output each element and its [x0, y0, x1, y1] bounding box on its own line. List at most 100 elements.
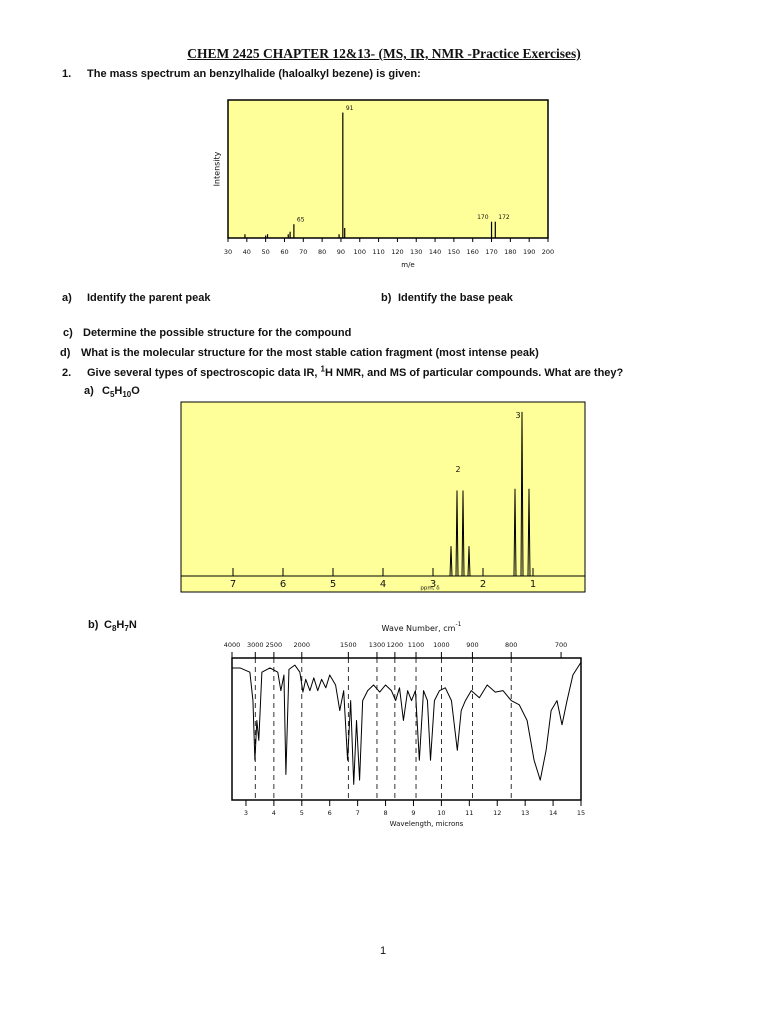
x2-tick-label: 1300: [369, 641, 386, 649]
x-tick-label: 12: [493, 809, 501, 817]
x-tick-label: 4: [380, 579, 386, 590]
x-tick-label: 10: [437, 809, 445, 817]
question-number: 2.: [62, 367, 72, 379]
x-tick-label: 140: [429, 248, 441, 256]
part-label: d): [60, 347, 71, 359]
x-axis-label: m/e: [401, 261, 414, 269]
x2-tick-label: 700: [555, 641, 567, 649]
x-tick-label: 120: [391, 248, 403, 256]
part-label: c): [63, 327, 73, 339]
element: N: [128, 619, 137, 631]
x-tick-label: 100: [354, 248, 366, 256]
y-axis-label: Intensity: [213, 151, 222, 186]
part-text: What is the molecular structure for the …: [81, 347, 539, 359]
x-tick-label: 14: [549, 809, 557, 817]
x-tick-label: 80: [318, 248, 326, 256]
text-run: H NMR, and MS of particular compounds. W…: [325, 367, 624, 379]
element: O: [131, 385, 140, 397]
element: H: [114, 385, 123, 397]
x2-tick-label: 1500: [340, 641, 357, 649]
x-tick-label: 2: [480, 579, 486, 590]
x-tick-label: 13: [521, 809, 529, 817]
x-tick-label: 40: [243, 248, 251, 256]
spectrum-line: [232, 661, 582, 785]
x2-tick-label: 900: [466, 641, 478, 649]
part-label: a): [62, 292, 72, 304]
count: 7: [124, 624, 129, 634]
integration-label: 2: [455, 465, 460, 474]
count: 10: [122, 390, 132, 400]
x-tick-label: 11: [465, 809, 473, 817]
x-tick-label: 3: [244, 809, 248, 817]
x-tick-label: 6: [280, 579, 286, 590]
peak-label: 65: [297, 217, 305, 224]
formula: C5H10O: [102, 384, 140, 400]
x-tick-label: 170: [485, 248, 497, 256]
x2-axis-label-text: Wave Number, cm: [382, 624, 456, 633]
integration-label: 3: [515, 411, 520, 420]
x-tick-label: 8: [383, 809, 387, 817]
count: 5: [109, 390, 115, 400]
x2-tick-label: 800: [505, 641, 517, 649]
part-text: Identify the parent peak: [87, 292, 211, 304]
plot-area: [180, 401, 586, 593]
x-tick-label: 5: [300, 809, 304, 817]
x-tick-label: 110: [372, 248, 384, 256]
x-tick-label: 4: [272, 809, 276, 817]
x-tick-label: 7: [230, 579, 236, 590]
x-tick-label: 6: [328, 809, 332, 817]
formula: C8H7N: [104, 618, 137, 634]
x2-tick-label: 1200: [387, 641, 404, 649]
x-tick-label: 150: [448, 248, 460, 256]
part-text: Determine the possible structure for the…: [83, 327, 352, 339]
superscript: 1: [320, 364, 325, 374]
x2-tick-label: 2000: [294, 641, 311, 649]
spectrum-line: [183, 411, 583, 577]
part-label: a): [84, 385, 94, 397]
element: H: [116, 619, 125, 631]
text-run: Give several types of spectroscopic data…: [87, 367, 321, 379]
plot-area: [231, 657, 582, 801]
part-label: b): [88, 619, 99, 631]
x-axis-label: Wavelength, microns: [390, 820, 464, 828]
x2-tick-label: 1000: [433, 641, 450, 649]
x2-tick-label: 1100: [408, 641, 425, 649]
element: C: [102, 385, 110, 397]
x-tick-label: 70: [299, 248, 307, 256]
peak-label: 172: [498, 214, 510, 221]
x-tick-label: 180: [504, 248, 516, 256]
x-tick-label: 9: [411, 809, 415, 817]
question-text: Give several types of spectroscopic data…: [87, 364, 624, 380]
plot-area: [227, 99, 549, 239]
peak-label: 170: [477, 214, 489, 221]
x-tick-label: 7: [356, 809, 360, 817]
x-tick-label: 190: [523, 248, 535, 256]
x2-tick-label: 3000: [247, 641, 264, 649]
peak-label: 91: [346, 105, 354, 112]
x-tick-label: 3: [430, 579, 436, 590]
x-tick-label: 160: [466, 248, 478, 256]
x-tick-label: 60: [280, 248, 288, 256]
question-number: 1.: [62, 68, 72, 80]
x2-tick-label: 2500: [266, 641, 283, 649]
page-number: 1: [380, 945, 387, 957]
x-tick-label: 200: [542, 248, 554, 256]
count: 8: [111, 624, 117, 634]
x-tick-label: 1: [530, 579, 536, 590]
x-tick-label: 130: [410, 248, 422, 256]
x-tick-label: 30: [224, 248, 232, 256]
x-tick-label: 5: [330, 579, 336, 590]
x-axis-label: ppm, δ: [420, 586, 440, 592]
question-text: The mass spectrum an benzylhalide (haloa…: [87, 68, 421, 80]
x2-axis-label: Wave Number, cm-1: [382, 621, 462, 633]
page-title: CHEM 2425 CHAPTER 12&13- (MS, IR, NMR -P…: [187, 46, 581, 61]
element: C: [104, 619, 112, 631]
x-tick-label: 90: [337, 248, 345, 256]
x2-axis-label-superscript: -1: [455, 621, 461, 628]
part-text: Identify the base peak: [398, 292, 513, 304]
x2-tick-label: 4000: [224, 641, 241, 649]
x-tick-label: 50: [262, 248, 270, 256]
part-label: b): [381, 292, 392, 304]
